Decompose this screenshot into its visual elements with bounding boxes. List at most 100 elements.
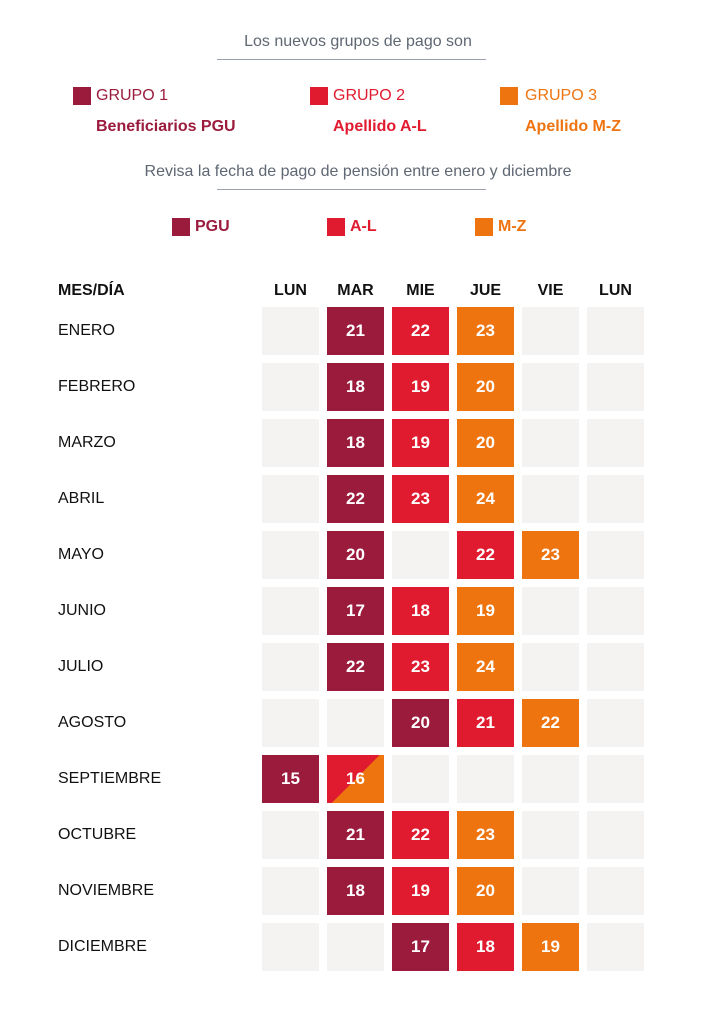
group-1-label: GRUPO 1	[96, 87, 169, 104]
payment-date-cell: 17	[327, 587, 384, 635]
empty-cell	[327, 923, 384, 971]
payment-day: 24	[476, 489, 495, 508]
intro-text: Los nuevos grupos de pago son	[244, 33, 472, 50]
group-2-swatch	[310, 87, 328, 105]
legend-al-label: A-L	[350, 218, 377, 235]
empty-cell	[587, 923, 644, 971]
payment-date-cell: 22	[327, 475, 384, 523]
empty-cell	[522, 755, 579, 803]
legend-al-swatch	[327, 218, 345, 236]
day-header: VIE	[537, 282, 564, 299]
payment-day: 19	[411, 377, 430, 396]
payment-date-cell: 19	[522, 923, 579, 971]
payment-date-cell: 18	[327, 867, 384, 915]
payment-date-cell: 19	[392, 363, 449, 411]
payment-day: 22	[541, 713, 560, 732]
empty-cell	[262, 531, 319, 579]
payment-day: 22	[346, 657, 365, 676]
month-label: NOVIEMBRE	[58, 882, 155, 899]
empty-cell	[587, 307, 644, 355]
group-3-description: Apellido M-Z	[525, 118, 621, 135]
payment-date-cell: 21	[327, 811, 384, 859]
payment-day: 20	[346, 545, 365, 564]
empty-cell	[327, 699, 384, 747]
payment-date-cell: 22	[457, 531, 514, 579]
payment-day: 21	[476, 713, 495, 732]
payment-date-cell: 22	[327, 643, 384, 691]
empty-cell	[587, 419, 644, 467]
empty-cell	[392, 531, 449, 579]
empty-cell	[262, 419, 319, 467]
group-1-swatch	[73, 87, 91, 105]
group-2-label: GRUPO 2	[333, 87, 406, 104]
empty-cell	[392, 755, 449, 803]
empty-cell	[587, 867, 644, 915]
payment-day: 19	[476, 601, 495, 620]
month-label: SEPTIEMBRE	[58, 770, 162, 787]
group-2-description: Apellido A-L	[333, 118, 427, 135]
empty-cell	[262, 811, 319, 859]
day-header: LUN	[599, 282, 632, 299]
payment-day: 20	[476, 881, 495, 900]
payment-date-cell: 18	[327, 419, 384, 467]
payment-day: 22	[346, 489, 365, 508]
payment-date-cell: 22	[522, 699, 579, 747]
payment-date-cell: 23	[522, 531, 579, 579]
month-label: MARZO	[58, 434, 116, 451]
payment-day: 18	[346, 377, 365, 396]
month-label: JUNIO	[58, 602, 106, 619]
month-label: DICIEMBRE	[58, 938, 147, 955]
payment-date-cell: 18	[457, 923, 514, 971]
month-label: OCTUBRE	[58, 826, 137, 843]
payment-day: 17	[411, 937, 430, 956]
empty-cell	[457, 755, 514, 803]
payment-day: 24	[476, 657, 495, 676]
empty-cell	[262, 363, 319, 411]
payment-day: 16	[346, 769, 365, 788]
payment-day: 23	[476, 321, 495, 340]
legend-mz-swatch	[475, 218, 493, 236]
legend-pgu-label: PGU	[195, 218, 230, 235]
empty-cell	[262, 923, 319, 971]
day-header: MAR	[337, 282, 374, 299]
payment-date-cell: 23	[457, 811, 514, 859]
payment-date-cell: 23	[392, 643, 449, 691]
payment-day: 23	[411, 657, 430, 676]
payment-date-cell: 20	[457, 363, 514, 411]
payment-day: 15	[281, 769, 300, 788]
month-label: MAYO	[58, 546, 104, 563]
payment-date-cell: 17	[392, 923, 449, 971]
payment-date-cell: 24	[457, 643, 514, 691]
payment-day: 21	[346, 321, 365, 340]
payment-day: 22	[411, 321, 430, 340]
payment-date-cell: 20	[457, 867, 514, 915]
empty-cell	[262, 587, 319, 635]
legend-pgu-swatch	[172, 218, 190, 236]
payment-date-cell: 21	[327, 307, 384, 355]
subtitle-underline	[217, 189, 486, 190]
group-3-swatch	[500, 87, 518, 105]
payment-day: 19	[411, 433, 430, 452]
empty-cell	[522, 643, 579, 691]
empty-cell	[522, 307, 579, 355]
month-label: FEBRERO	[58, 378, 136, 395]
payment-day: 19	[411, 881, 430, 900]
month-label: AGOSTO	[58, 714, 127, 731]
payment-day: 20	[476, 377, 495, 396]
empty-cell	[262, 475, 319, 523]
payment-day: 17	[346, 601, 365, 620]
day-header: MIE	[406, 282, 435, 299]
empty-cell	[522, 419, 579, 467]
payment-day: 20	[411, 713, 430, 732]
payment-day: 23	[476, 825, 495, 844]
empty-cell	[262, 699, 319, 747]
group-1-description: Beneficiarios PGU	[96, 118, 236, 135]
payment-date-cell: 22	[392, 811, 449, 859]
empty-cell	[587, 699, 644, 747]
intro-underline	[217, 59, 486, 60]
empty-cell	[522, 811, 579, 859]
empty-cell	[587, 587, 644, 635]
payment-day: 23	[541, 545, 560, 564]
table-header-month: MES/DÍA	[58, 282, 125, 299]
payment-day: 21	[346, 825, 365, 844]
